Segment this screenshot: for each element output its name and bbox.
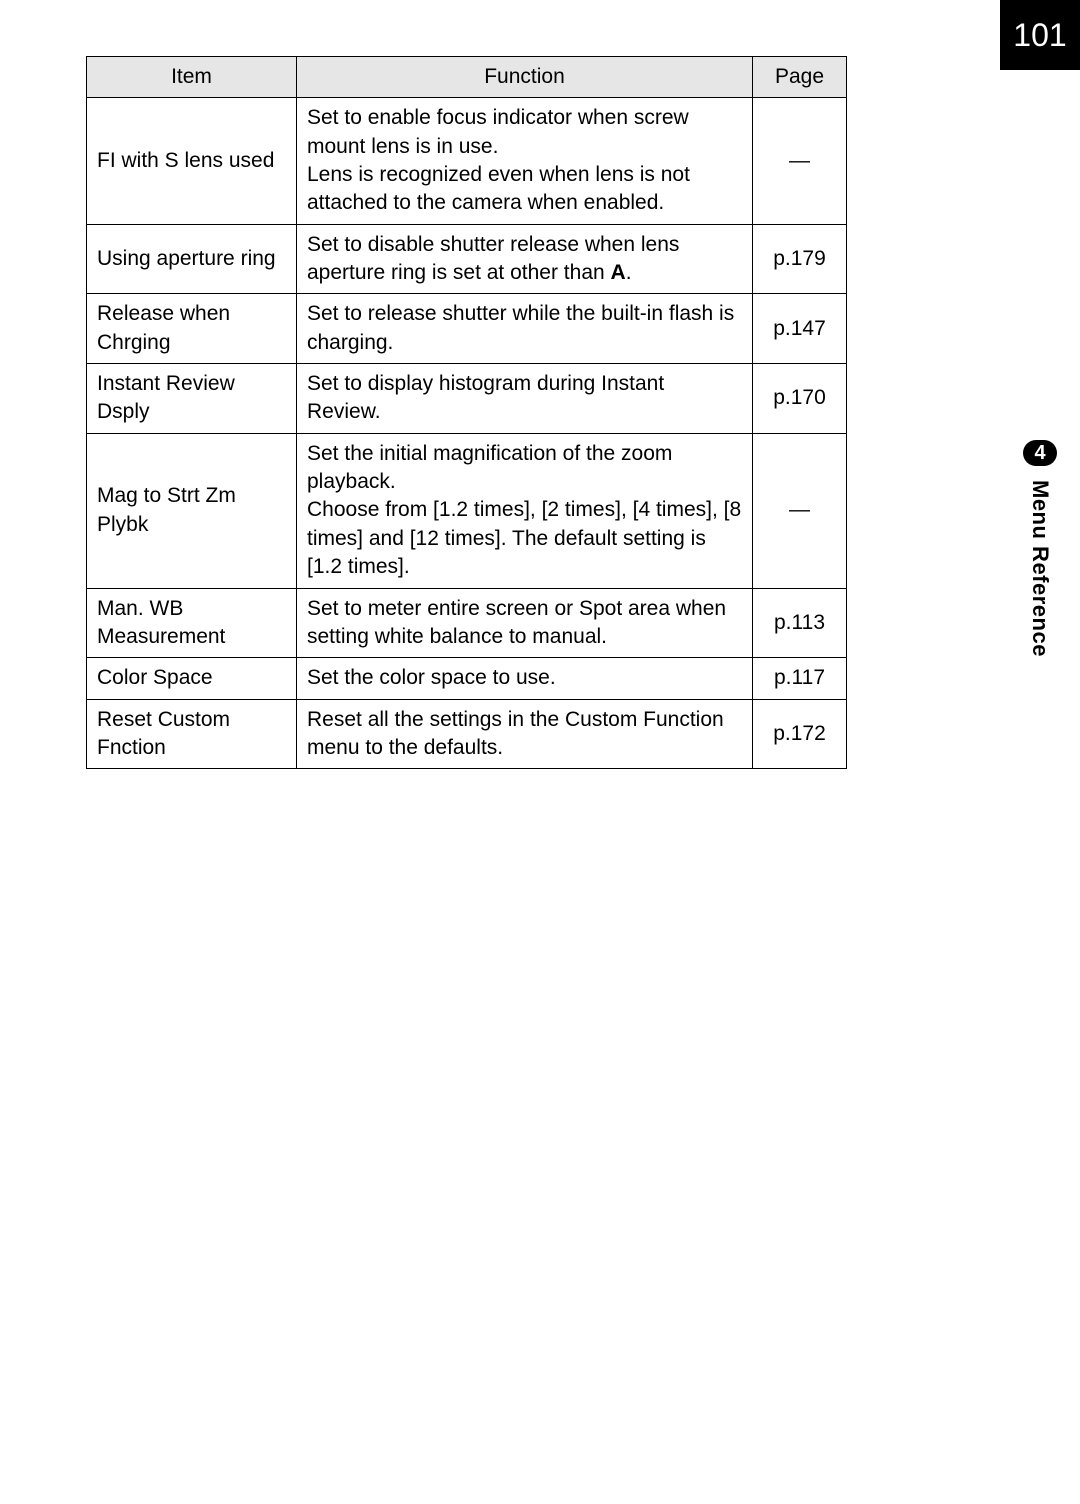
chapter-number: 4 bbox=[1034, 442, 1045, 465]
item-cell: Color Space bbox=[87, 658, 297, 699]
table-row: Color SpaceSet the color space to use.p.… bbox=[87, 658, 847, 699]
page-number-text: 101 bbox=[1013, 17, 1066, 54]
function-cell: Set to release shutter while the built-i… bbox=[297, 294, 753, 364]
item-cell: Man. WB Measurement bbox=[87, 588, 297, 658]
table-body: FI with S lens usedSet to enable focus i… bbox=[87, 98, 847, 769]
reference-table: Item Function Page FI with S lens usedSe… bbox=[86, 56, 847, 769]
function-cell: Set to enable focus indicator when screw… bbox=[297, 98, 753, 224]
chapter-badge: 4 bbox=[1023, 440, 1057, 466]
table-row: Man. WB MeasurementSet to meter entire s… bbox=[87, 588, 847, 658]
table-row: FI with S lens usedSet to enable focus i… bbox=[87, 98, 847, 224]
page-cell: p.179 bbox=[753, 224, 847, 294]
page-number: 101 bbox=[1000, 0, 1080, 70]
page-cell: p.170 bbox=[753, 364, 847, 434]
function-cell: Set to disable shutter release when lens… bbox=[297, 224, 753, 294]
table-row: Mag to Strt Zm PlybkSet the initial magn… bbox=[87, 433, 847, 588]
table-header-row: Item Function Page bbox=[87, 57, 847, 98]
function-cell: Reset all the settings in the Custom Fun… bbox=[297, 699, 753, 769]
function-cell: Set the color space to use. bbox=[297, 658, 753, 699]
table-row: Instant Review DsplySet to display histo… bbox=[87, 364, 847, 434]
item-cell: Release when Chrging bbox=[87, 294, 297, 364]
table-row: Reset Custom FnctionReset all the settin… bbox=[87, 699, 847, 769]
page-cell: — bbox=[753, 433, 847, 588]
item-cell: Using aperture ring bbox=[87, 224, 297, 294]
content-area: Item Function Page FI with S lens usedSe… bbox=[86, 56, 846, 769]
item-cell: Mag to Strt Zm Plybk bbox=[87, 433, 297, 588]
side-tab bbox=[1000, 0, 1080, 1504]
col-header-page: Page bbox=[753, 57, 847, 98]
section-label: Menu Reference bbox=[1027, 480, 1053, 657]
page-cell: p.172 bbox=[753, 699, 847, 769]
side-label-group: 4 Menu Reference bbox=[1000, 440, 1080, 657]
page-cell: — bbox=[753, 98, 847, 224]
function-cell: Set to display histogram during Instant … bbox=[297, 364, 753, 434]
function-cell: Set the initial magnification of the zoo… bbox=[297, 433, 753, 588]
col-header-function: Function bbox=[297, 57, 753, 98]
page-cell: p.147 bbox=[753, 294, 847, 364]
table-row: Release when ChrgingSet to release shutt… bbox=[87, 294, 847, 364]
page-cell: p.117 bbox=[753, 658, 847, 699]
page-cell: p.113 bbox=[753, 588, 847, 658]
table-row: Using aperture ringSet to disable shutte… bbox=[87, 224, 847, 294]
function-cell: Set to meter entire screen or Spot area … bbox=[297, 588, 753, 658]
item-cell: Reset Custom Fnction bbox=[87, 699, 297, 769]
col-header-item: Item bbox=[87, 57, 297, 98]
item-cell: FI with S lens used bbox=[87, 98, 297, 224]
item-cell: Instant Review Dsply bbox=[87, 364, 297, 434]
